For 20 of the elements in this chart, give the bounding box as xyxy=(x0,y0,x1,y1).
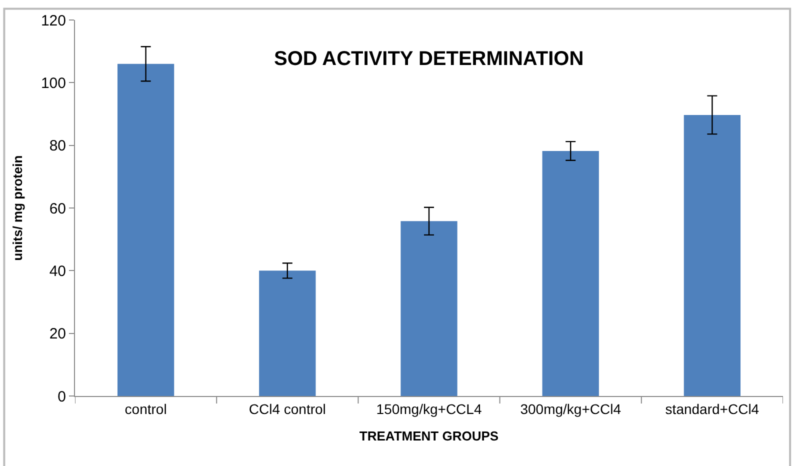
x-tick-label: standard+CCl4 xyxy=(665,400,760,417)
x-axis-title: TREATMENT GROUPS xyxy=(359,428,499,444)
bar xyxy=(684,114,741,396)
bar xyxy=(117,64,174,396)
x-tick-label: 150mg/kg+CCL4 xyxy=(376,400,482,417)
bar xyxy=(259,270,316,396)
y-tick-label: 80 xyxy=(49,138,66,155)
y-tick-label: 120 xyxy=(40,12,66,30)
y-tick-label: 20 xyxy=(49,326,66,343)
x-tick-label: 300mg/kg+CCl4 xyxy=(520,400,622,417)
text: SOD ACTIVITY DETERMINATION xyxy=(274,48,584,70)
bar xyxy=(542,150,599,396)
y-axis-title: units/ mg protein xyxy=(10,155,25,261)
x-tick-label: control xyxy=(124,400,167,417)
y-tick-label: 100 xyxy=(40,74,66,92)
bar xyxy=(400,221,458,396)
x-tick-label: CCl4 control xyxy=(248,400,326,417)
y-tick-label: 0 xyxy=(58,388,66,406)
y-tick-label: 60 xyxy=(49,200,66,218)
y-tick-label: 40 xyxy=(49,262,66,280)
